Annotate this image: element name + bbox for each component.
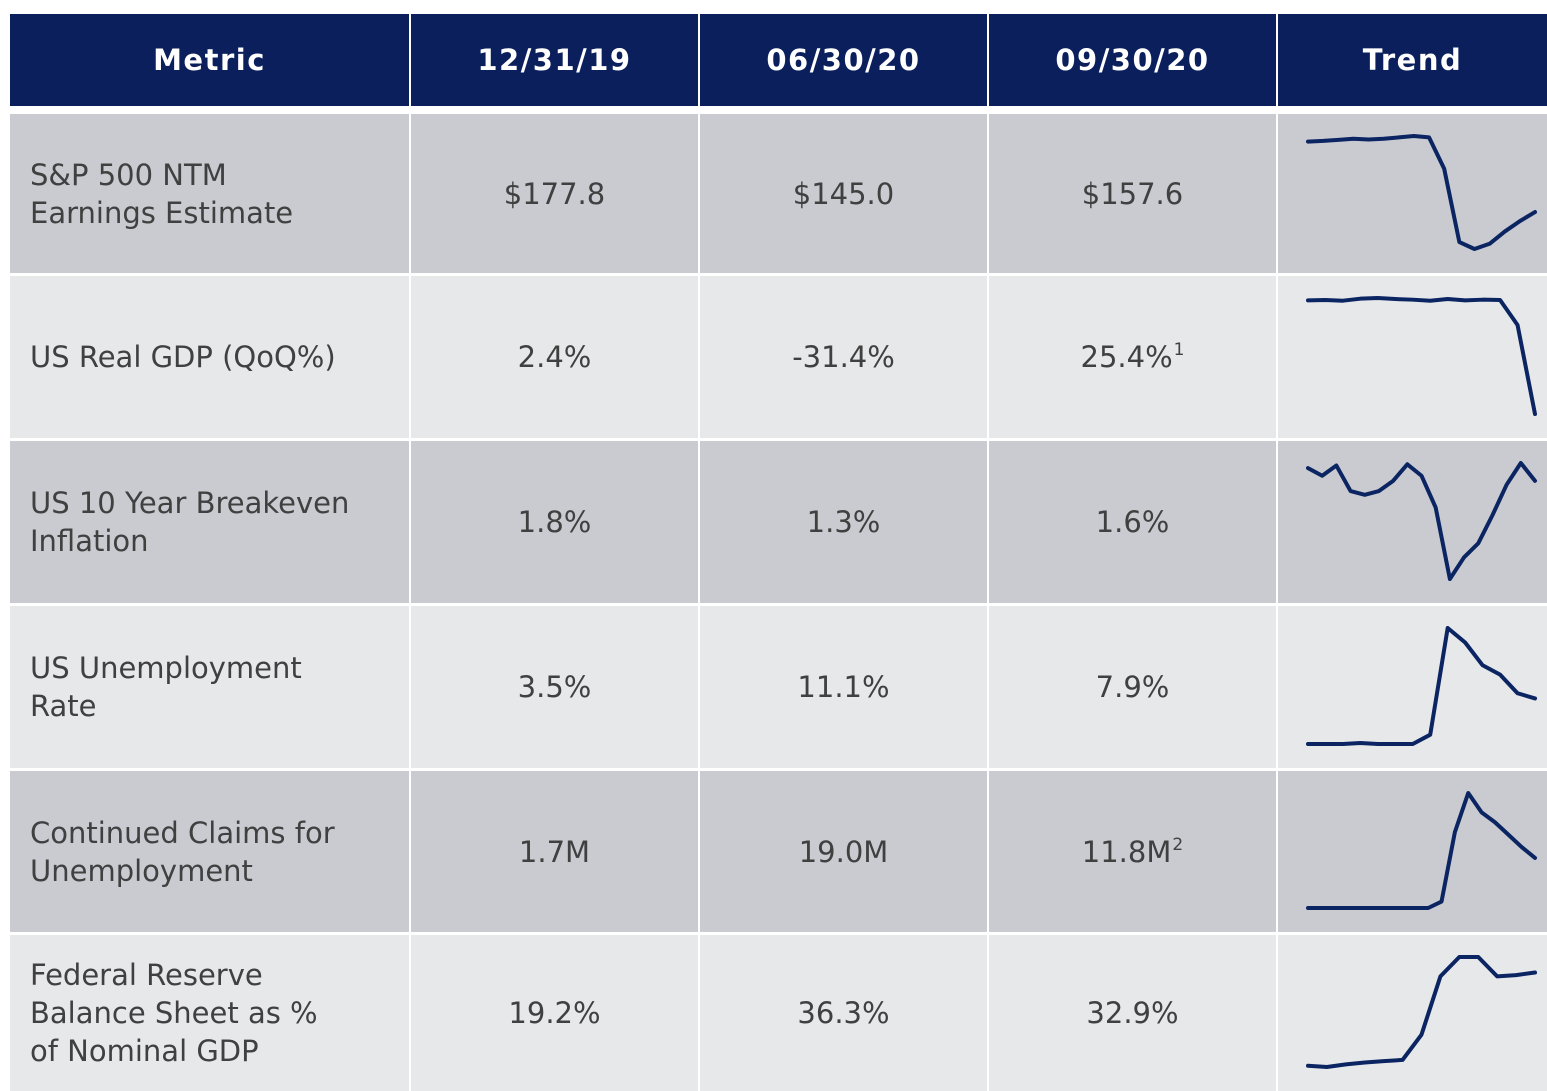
trend-cell — [1278, 935, 1547, 1091]
value-cell: 3.5% — [411, 606, 698, 768]
value: $145.0 — [792, 176, 895, 211]
value-cell: 1.3% — [700, 441, 987, 603]
value-cell: 11.8M2 — [989, 771, 1276, 932]
trend-cell — [1278, 276, 1547, 438]
value: 19.0M — [798, 834, 889, 869]
value-cell: 19.0M — [700, 771, 987, 932]
trend-cell — [1278, 441, 1547, 603]
metric-line: S&P 500 NTM — [30, 157, 227, 192]
value: 11.8M2 — [1081, 834, 1184, 869]
value: 3.5% — [517, 670, 592, 704]
value-cell: 1.6% — [989, 441, 1276, 603]
trend-cell — [1278, 771, 1547, 932]
metric-line: Continued Claims for — [30, 815, 335, 850]
header-cell: 12/31/19 — [411, 14, 698, 106]
trend-line — [1306, 955, 1537, 1069]
value-cell: $177.8 — [411, 114, 698, 273]
value-cell: 32.9% — [989, 935, 1276, 1091]
value-cell: 7.9% — [989, 606, 1276, 768]
sparkline — [1306, 955, 1537, 1069]
value: 2.4% — [517, 340, 592, 374]
value-cell: 11.1% — [700, 606, 987, 768]
header-cell: 06/30/20 — [700, 14, 987, 106]
header-cell: Trend — [1278, 14, 1547, 106]
trend-line — [1306, 626, 1537, 746]
metric-line: Federal Reserve — [30, 958, 263, 992]
value: $177.8 — [503, 176, 606, 211]
value: 1.3% — [806, 505, 881, 539]
value-cell: 25.4%1 — [989, 276, 1276, 438]
metric-cell: US 10 Year Breakeven Inflation — [10, 441, 409, 603]
value: 32.9% — [1086, 996, 1179, 1030]
footnote-mark: 2 — [1172, 834, 1184, 855]
sparkline — [1306, 296, 1537, 416]
footnote-mark: 1 — [1173, 340, 1185, 360]
value-cell: $145.0 — [700, 114, 987, 273]
metric-line: Balance Sheet as % — [30, 996, 318, 1030]
metric-cell: US Real GDP (QoQ%) — [10, 276, 409, 438]
sparkline — [1306, 461, 1537, 581]
metric-line: Unemployment — [30, 853, 253, 888]
value-cell: 36.3% — [700, 935, 987, 1091]
metric-text: US Unemployment Rate — [30, 649, 302, 725]
metric-cell: Federal Reserve Balance Sheet as % of Nomi… — [10, 935, 409, 1091]
metric-cell: US Unemployment Rate — [10, 606, 409, 768]
sparkline — [1306, 134, 1537, 251]
metric-text: S&P 500 NTM Earnings Estimate — [30, 156, 293, 232]
sparkline — [1306, 791, 1537, 910]
value-cell: 1.8% — [411, 441, 698, 603]
value: -31.4% — [792, 340, 895, 374]
value-cell: 1.7M — [411, 771, 698, 932]
header-cell: 09/30/20 — [989, 14, 1276, 106]
trend-line — [1306, 461, 1537, 581]
value: 36.3% — [797, 996, 890, 1030]
metric-cell: S&P 500 NTM Earnings Estimate — [10, 114, 409, 273]
metric-text: US Real GDP (QoQ%) — [30, 338, 336, 376]
metric-line: US Real GDP (QoQ%) — [30, 340, 336, 374]
sparkline — [1306, 626, 1537, 746]
metric-line: of Nominal GDP — [30, 1034, 259, 1068]
trend-cell — [1278, 114, 1547, 273]
value: 1.8% — [517, 505, 592, 539]
value-cell: -31.4% — [700, 276, 987, 438]
value: 1.7M — [518, 834, 591, 869]
metric-line: Earnings Estimate — [30, 195, 294, 230]
value-cell: $157.6 — [989, 114, 1276, 273]
metric-cell: Continued Claims for Unemployment — [10, 771, 409, 932]
value: 1.6% — [1095, 505, 1170, 539]
trend-line — [1306, 296, 1537, 416]
metric-line: Inflation — [30, 524, 149, 558]
metric-line: Rate — [30, 689, 97, 723]
value: 19.2% — [508, 996, 601, 1030]
value: $157.6 — [1081, 176, 1184, 211]
trend-cell — [1278, 606, 1547, 768]
value: 7.9% — [1095, 670, 1170, 704]
trend-line — [1306, 134, 1537, 251]
trend-line — [1306, 791, 1537, 910]
value: 11.1% — [797, 670, 890, 704]
metric-text: US 10 Year Breakeven Inflation — [30, 484, 349, 560]
metric-line: US Unemployment — [30, 651, 302, 685]
metric-text: Continued Claims for Unemployment — [30, 814, 335, 890]
value-cell: 2.4% — [411, 276, 698, 438]
metric-text: Federal Reserve Balance Sheet as % of Nomi… — [30, 956, 318, 1070]
header-cell: Metric — [10, 14, 409, 106]
value-cell: 19.2% — [411, 935, 698, 1091]
value: 25.4%1 — [1080, 340, 1185, 374]
metric-line: US 10 Year Breakeven — [30, 486, 350, 520]
